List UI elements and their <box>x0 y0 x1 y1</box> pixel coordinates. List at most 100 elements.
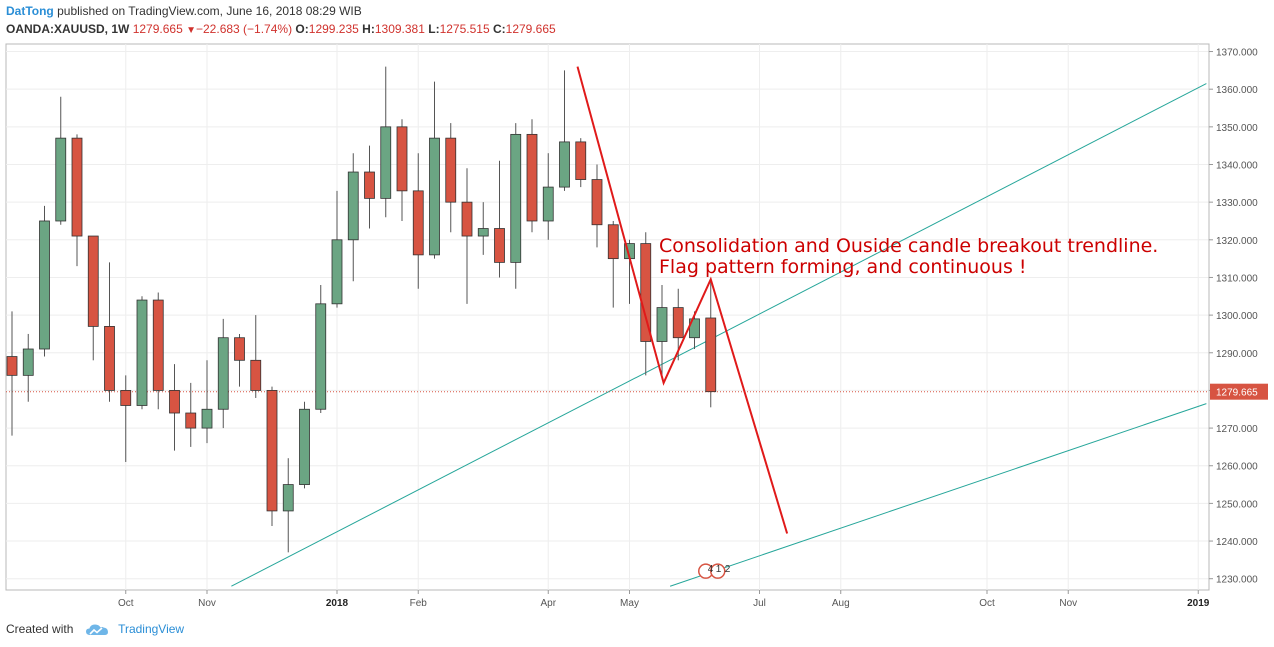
open-label: O: <box>295 22 309 36</box>
x-tick-label: 2019 <box>1187 598 1210 609</box>
trendline-2[interactable] <box>669 403 1207 587</box>
y-tick-label: 1300.000 <box>1216 311 1258 322</box>
candle-body <box>185 412 197 429</box>
candle-body <box>201 408 213 429</box>
candle-body <box>6 356 18 376</box>
candle[interactable] <box>477 202 489 255</box>
candle[interactable] <box>591 164 603 248</box>
candle-body <box>71 137 83 237</box>
candle-body <box>217 337 229 410</box>
flag-icon <box>710 563 726 579</box>
candle[interactable] <box>282 458 294 553</box>
candle-body <box>526 133 538 222</box>
candle-body <box>445 137 457 203</box>
candle[interactable] <box>461 168 473 304</box>
close-label: C: <box>492 22 506 36</box>
candle-body <box>234 337 245 361</box>
candle[interactable] <box>39 205 50 357</box>
candle[interactable] <box>6 311 18 436</box>
candle[interactable] <box>104 262 115 402</box>
y-tick-label: 1260.000 <box>1216 462 1258 473</box>
candle[interactable] <box>364 145 375 229</box>
candle-body <box>607 224 619 260</box>
candle[interactable] <box>412 153 424 289</box>
candle[interactable] <box>55 96 67 225</box>
time-axis[interactable]: Oct Nov 2018 Feb Apr May Jul Aug Oct Nov 2019 <box>118 590 1210 609</box>
trendline-1[interactable] <box>231 83 1207 587</box>
candle[interactable] <box>201 360 213 444</box>
down-triangle-icon: ▼ <box>186 25 196 36</box>
candle[interactable] <box>380 66 392 218</box>
candle[interactable] <box>575 138 587 188</box>
close-value: 1279.665 <box>505 22 556 36</box>
candle[interactable] <box>510 123 522 289</box>
candle[interactable] <box>331 190 343 308</box>
footer: Created with TradingView <box>6 622 184 637</box>
annotation-text-line[interactable]: Consolidation and Ouside candle breakout… <box>659 235 1158 257</box>
price-chart[interactable]: Consolidation and Ouside candle breakout… <box>0 40 1274 615</box>
y-tick-label: 1320.000 <box>1216 236 1258 247</box>
candle-body <box>299 408 310 485</box>
y-tick-label: 1290.000 <box>1216 349 1258 360</box>
x-tick-label: Oct <box>118 598 134 609</box>
candle[interactable] <box>266 386 278 526</box>
tradingview-link[interactable]: TradingView <box>118 622 185 636</box>
candle[interactable] <box>559 70 570 191</box>
low-value: 1275.515 <box>439 22 490 36</box>
candle[interactable] <box>250 315 262 398</box>
candle-body <box>364 171 375 199</box>
candle[interactable] <box>542 153 554 240</box>
candle-body <box>542 186 554 222</box>
candle-body <box>672 307 684 339</box>
candle-body <box>104 326 115 391</box>
candle-body <box>136 299 148 406</box>
created-with-label: Created with <box>6 622 74 636</box>
y-tick-label: 1340.000 <box>1216 160 1258 171</box>
candle[interactable] <box>185 382 197 447</box>
candle[interactable] <box>347 153 359 282</box>
plot-area[interactable] <box>5 43 1210 591</box>
candle[interactable] <box>429 81 440 259</box>
candle[interactable] <box>607 220 619 308</box>
candle[interactable] <box>120 375 132 462</box>
candle[interactable] <box>656 284 668 380</box>
y-tick-label: 1230.000 <box>1216 575 1258 586</box>
event-count-b: 1 <box>716 564 722 575</box>
candle[interactable] <box>494 160 505 278</box>
candle[interactable] <box>640 232 652 376</box>
price-axis[interactable]: 1230.000 1240.000 1250.000 1260.000 1270.000… <box>1208 44 1258 590</box>
author-link[interactable]: DatTong <box>6 4 54 18</box>
candle[interactable] <box>526 119 538 233</box>
candle[interactable] <box>705 279 717 408</box>
candle-body <box>347 171 359 241</box>
candle[interactable] <box>152 292 164 410</box>
candle[interactable] <box>396 119 408 221</box>
publish-info: DatTong published on TradingView.com, Ju… <box>6 4 362 18</box>
published-text: published on TradingView.com, June 16, 2… <box>57 4 362 18</box>
x-tick-label: Apr <box>540 598 556 609</box>
x-tick-label: Nov <box>1059 598 1077 609</box>
candle[interactable] <box>217 318 229 429</box>
candle[interactable] <box>87 235 99 361</box>
candle-body <box>282 484 294 512</box>
candle-body <box>380 126 392 199</box>
annotation-text-line[interactable]: Flag pattern forming, and continuous ! <box>659 256 1027 278</box>
candle[interactable] <box>234 333 245 387</box>
candle[interactable] <box>136 296 148 410</box>
x-tick-label: Oct <box>979 598 995 609</box>
annotation-zigzag-path[interactable] <box>576 66 789 534</box>
candle[interactable] <box>315 284 327 414</box>
candle[interactable] <box>445 123 457 233</box>
symbol-label: OANDA:XAUUSD, 1W <box>6 22 130 36</box>
y-tick-label: 1250.000 <box>1216 499 1258 510</box>
last-price-badge-bg <box>1210 383 1268 400</box>
candle[interactable] <box>169 364 180 451</box>
candle-body <box>396 126 408 192</box>
candle[interactable] <box>299 401 310 489</box>
candle[interactable] <box>71 134 83 267</box>
candle[interactable] <box>22 333 34 402</box>
x-tick-label: Jul <box>753 598 766 609</box>
candle-body <box>250 359 262 391</box>
candle-body <box>461 201 473 237</box>
